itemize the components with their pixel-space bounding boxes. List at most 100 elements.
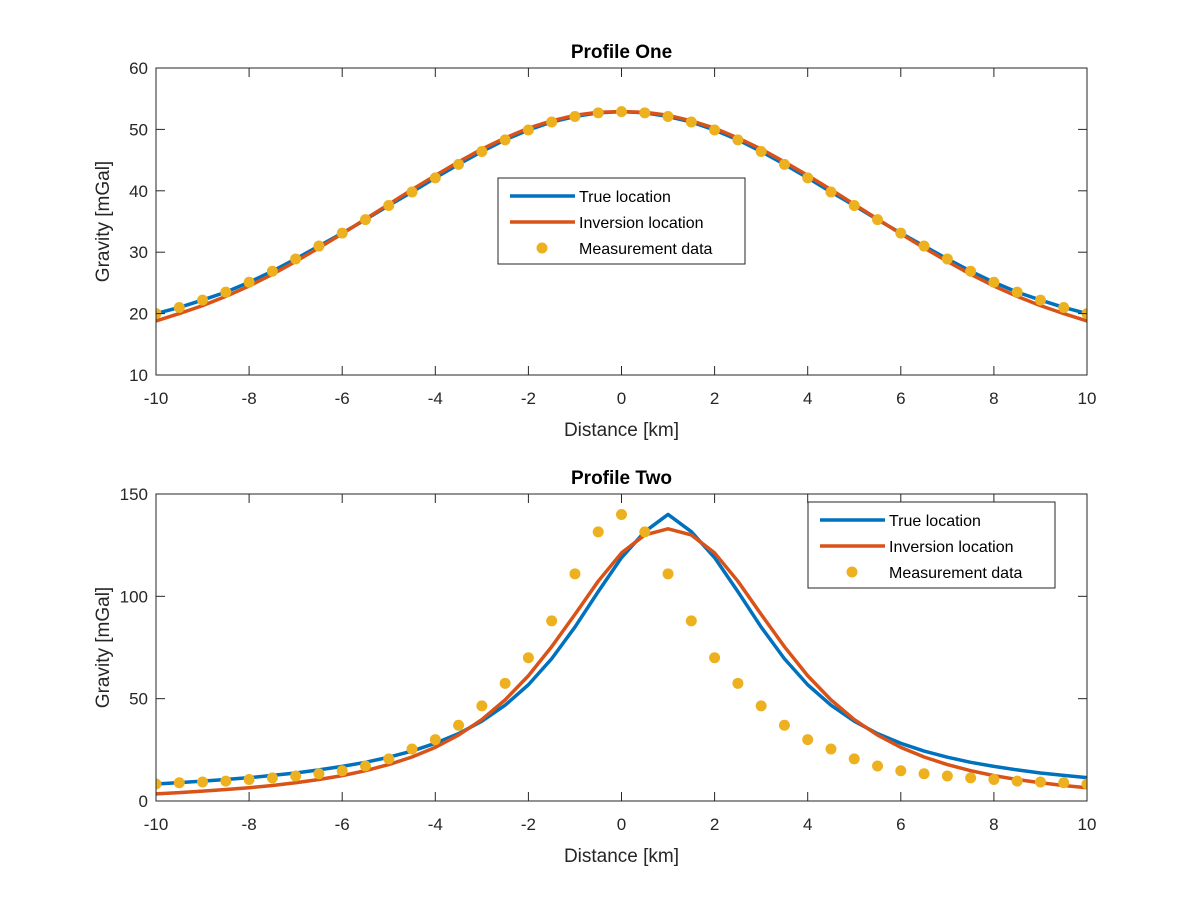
measurement-data-point bbox=[476, 700, 488, 712]
subplot-1: -10 -8 -6 -4 -2 0 2 4 6 8 10 10 20 30 40 50 60 Profile On… bbox=[93, 42, 1096, 441]
y-tick-label: 0 bbox=[139, 792, 148, 811]
measurement-data-point bbox=[848, 753, 860, 765]
x-axis-label: Distance [km] bbox=[564, 846, 679, 867]
measurement-data-point bbox=[709, 124, 721, 136]
measurement-data-point bbox=[220, 286, 232, 298]
measurement-data-point bbox=[359, 214, 371, 226]
measurement-data-point bbox=[243, 774, 255, 786]
measurement-data-point bbox=[732, 134, 744, 146]
y-tick-label: 150 bbox=[120, 485, 148, 504]
x-tick-label: 8 bbox=[989, 815, 998, 834]
x-tick-label: 2 bbox=[710, 389, 719, 408]
measurement-data-point bbox=[662, 568, 674, 580]
legend-inversion-location-label: Inversion location bbox=[889, 539, 1014, 556]
measurement-data-point bbox=[965, 772, 977, 784]
x-tick-label: 0 bbox=[617, 815, 626, 834]
measurement-data-point bbox=[685, 116, 697, 128]
measurement-data-point bbox=[1011, 286, 1023, 298]
measurement-data-point bbox=[197, 294, 209, 306]
measurement-data-point bbox=[383, 753, 395, 765]
measurement-data-point bbox=[988, 774, 1000, 786]
x-tick-label: 8 bbox=[989, 389, 998, 408]
x-tick-label: -2 bbox=[521, 815, 536, 834]
x-tick-label: -2 bbox=[521, 389, 536, 408]
measurement-data-point bbox=[918, 768, 930, 780]
x-tick-label: 4 bbox=[803, 815, 812, 834]
x-tick-label: -8 bbox=[242, 815, 257, 834]
measurement-data-point bbox=[156, 778, 162, 790]
measurement-data-point bbox=[802, 734, 814, 746]
measurement-data-point bbox=[522, 124, 534, 136]
legend-true-location-label: True location bbox=[579, 189, 671, 206]
measurement-data-point bbox=[313, 240, 325, 252]
x-tick-label: -6 bbox=[335, 815, 350, 834]
measurement-data-point bbox=[359, 760, 371, 772]
measurement-data-point bbox=[825, 743, 837, 755]
y-axis-label: Gravity [mGal] bbox=[93, 587, 114, 708]
measurement-data-point bbox=[290, 253, 302, 265]
measurement-data-point bbox=[383, 200, 395, 212]
x-tick-label: 4 bbox=[803, 389, 812, 408]
measurement-data-point bbox=[1034, 776, 1046, 788]
measurement-data-point bbox=[639, 526, 651, 538]
measurement-data-point bbox=[569, 111, 581, 123]
measurement-data-point bbox=[1011, 775, 1023, 787]
measurement-data-point bbox=[662, 111, 674, 123]
measurement-data-point bbox=[313, 768, 325, 780]
y-tick-label: 20 bbox=[129, 305, 148, 324]
measurement-data-point bbox=[941, 253, 953, 265]
measurement-data-point bbox=[266, 772, 278, 784]
y-tick-label: 50 bbox=[129, 690, 148, 709]
measurement-data-point bbox=[336, 227, 348, 239]
legend-measurement-data-label: Measurement data bbox=[889, 565, 1023, 582]
y-tick-label: 50 bbox=[129, 120, 148, 139]
measurement-data-point bbox=[709, 652, 721, 664]
legend-measurement-data-swatch bbox=[536, 242, 548, 254]
measurement-data-point bbox=[499, 677, 511, 689]
measurement-data-point bbox=[988, 276, 1000, 288]
measurement-data-point bbox=[453, 158, 465, 170]
measurement-data-point bbox=[941, 770, 953, 782]
measurement-data-point bbox=[616, 106, 627, 118]
measurement-data-point bbox=[732, 677, 744, 689]
y-tick-label: 30 bbox=[129, 243, 148, 262]
measurement-data-point bbox=[243, 276, 255, 288]
x-tick-label: 6 bbox=[896, 815, 905, 834]
x-tick-label: 10 bbox=[1078, 389, 1097, 408]
measurement-data-point bbox=[429, 734, 441, 746]
legend-true-location-label: True location bbox=[889, 513, 981, 530]
x-tick-label: -6 bbox=[335, 389, 350, 408]
measurement-data-point bbox=[778, 719, 790, 731]
measurement-data-point bbox=[173, 301, 185, 313]
legend-inversion-location-label: Inversion location bbox=[579, 215, 704, 232]
series-group bbox=[156, 508, 1087, 796]
series-group bbox=[156, 106, 1087, 323]
measurement-data-point bbox=[173, 777, 185, 789]
measurement-data-point bbox=[499, 134, 511, 146]
measurement-data-point bbox=[290, 770, 302, 782]
measurement-data-point bbox=[755, 700, 767, 712]
y-axis-label: Gravity [mGal] bbox=[93, 161, 114, 282]
measurement-data-point bbox=[336, 765, 348, 777]
measurement-data-point bbox=[895, 227, 907, 239]
measurement-data-point bbox=[546, 116, 558, 128]
x-tick-label: -10 bbox=[144, 389, 169, 408]
x-tick-label: -10 bbox=[144, 815, 169, 834]
x-tick-label: 10 bbox=[1078, 815, 1097, 834]
measurement-data-point bbox=[825, 186, 837, 198]
x-tick-label: 2 bbox=[710, 815, 719, 834]
x-tick-label: -4 bbox=[428, 389, 443, 408]
measurement-data-point bbox=[755, 146, 767, 157]
measurement-data-point bbox=[895, 765, 907, 777]
measurement-data-point bbox=[1034, 294, 1046, 306]
legend: True location Inversion location Measureme… bbox=[807, 501, 1056, 589]
measurement-data-point bbox=[220, 775, 232, 787]
measurement-data-point bbox=[802, 172, 814, 184]
measurement-data-point bbox=[1058, 777, 1070, 789]
measurement-data-point bbox=[592, 526, 604, 538]
measurement-data-point bbox=[616, 508, 627, 520]
y-tick-label: 40 bbox=[129, 182, 148, 201]
measurement-data-point bbox=[197, 776, 209, 788]
y-tick-label: 100 bbox=[120, 587, 148, 606]
